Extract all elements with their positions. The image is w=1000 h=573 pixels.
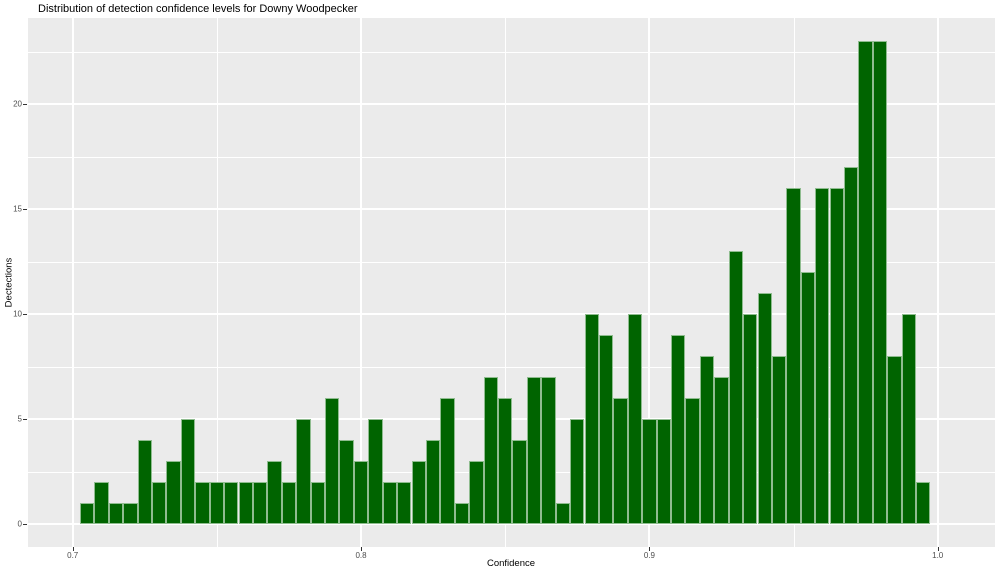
gridline-major-x [648, 18, 650, 547]
x-axis-tick [72, 547, 74, 551]
histogram-bar [411, 461, 426, 525]
x-axis-tick [937, 547, 939, 551]
y-tick-label: 10 [13, 309, 22, 319]
histogram-bar [469, 461, 484, 525]
histogram-bar [656, 419, 671, 525]
histogram-bar [598, 335, 614, 525]
y-axis-title: Dectections [3, 257, 15, 308]
histogram-bar [642, 419, 657, 525]
x-tick-label: 0.8 [355, 551, 367, 560]
histogram-bar [339, 440, 354, 525]
plot-title: Distribution of detection confidence lev… [38, 3, 358, 15]
histogram-bar [252, 482, 268, 525]
histogram-bar [714, 377, 729, 525]
histogram-bar [570, 419, 585, 525]
histogram-bar [238, 482, 253, 525]
gridline-minor-y [28, 52, 995, 53]
histogram-bar [872, 41, 888, 525]
gridline-major-x [72, 18, 74, 547]
y-tick-label: 5 [17, 414, 22, 424]
histogram-bar [757, 293, 772, 525]
histogram-bar [671, 335, 686, 525]
histogram-bar [454, 503, 470, 525]
y-axis-tick [23, 104, 27, 106]
histogram-bar [325, 398, 340, 525]
histogram-bar [440, 398, 455, 525]
gridline-minor-y [28, 367, 995, 368]
x-tick-label: 1.0 [932, 551, 944, 560]
histogram-bar [195, 482, 210, 525]
histogram-bar [180, 419, 196, 525]
histogram-bar [887, 356, 902, 525]
histogram-bar [483, 377, 498, 525]
x-tick-label: 0.7 [67, 551, 79, 560]
x-tick-label: 0.9 [643, 551, 655, 560]
histogram-bar [368, 419, 383, 525]
gridline-minor-x [217, 18, 218, 547]
histogram-bar [310, 482, 325, 525]
histogram-bar [526, 377, 542, 525]
histogram-bar [397, 482, 412, 525]
histogram-bar [152, 482, 167, 525]
histogram-bar [786, 188, 801, 525]
gridline-minor-y [28, 157, 995, 158]
histogram-bar [425, 440, 441, 525]
y-axis-tick [23, 209, 27, 211]
histogram-bar [815, 188, 830, 525]
histogram-bar [353, 461, 369, 525]
histogram-bar [281, 482, 297, 525]
histogram-bar [901, 314, 916, 525]
gridline-major-x [360, 18, 362, 547]
plot-panel [28, 18, 995, 547]
histogram-bar [498, 398, 513, 525]
x-axis-tick [361, 547, 362, 551]
histogram-bar [728, 251, 744, 525]
y-tick-label: 0 [17, 519, 22, 529]
gridline-major-y [28, 313, 995, 315]
histogram-bar [800, 272, 816, 525]
gridline-major-x [937, 18, 939, 547]
histogram-bar [79, 503, 95, 525]
histogram-bar [296, 419, 311, 525]
y-axis-tick [23, 314, 27, 316]
histogram-bar [743, 314, 758, 525]
y-tick-label: 20 [13, 99, 22, 109]
histogram-bar [555, 503, 571, 525]
histogram-bar [613, 398, 628, 525]
gridline-minor-x [505, 18, 506, 547]
y-axis-tick [23, 524, 27, 526]
histogram-bar [166, 461, 181, 525]
histogram-bar [137, 440, 152, 525]
x-axis-tick [649, 547, 651, 551]
histogram-bar [512, 440, 527, 525]
histogram-bar [209, 482, 225, 525]
y-axis-tick [23, 419, 27, 421]
histogram-bar [108, 503, 124, 525]
histogram-bar [844, 167, 859, 525]
histogram-bar [224, 482, 239, 525]
histogram-bar [699, 356, 715, 525]
gridline-minor-y [28, 262, 995, 263]
histogram-bar [627, 314, 643, 525]
y-tick-label: 15 [13, 204, 22, 214]
histogram-bar [685, 398, 700, 525]
histogram-bar [584, 314, 599, 525]
gridline-major-y [28, 103, 995, 105]
histogram-bar [771, 356, 787, 525]
histogram-bar [541, 377, 556, 525]
histogram-bar [382, 482, 398, 525]
histogram-bar [916, 482, 931, 525]
gridline-major-y [28, 208, 995, 210]
histogram-bar [94, 482, 109, 525]
histogram-bar [829, 188, 844, 525]
histogram-bar [123, 503, 138, 525]
histogram-bar [267, 461, 282, 525]
histogram-bar [858, 41, 873, 525]
x-axis-title: Confidence [486, 558, 536, 569]
